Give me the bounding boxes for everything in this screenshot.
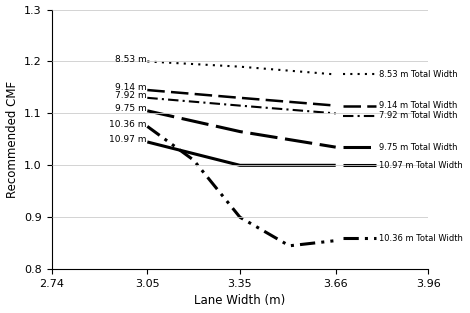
Y-axis label: Recommended CMF: Recommended CMF [6, 81, 18, 198]
10.36 m Total Width [287, 244, 292, 248]
Line: 8.53 m Total Width: 8.53 m Total Width [147, 61, 336, 74]
Text: 9.14 m Total Width: 9.14 m Total Width [379, 101, 457, 110]
Line: 10.97 m Total Width: 10.97 m Total Width [147, 142, 336, 165]
10.36 m Total Width [144, 125, 150, 128]
10.36 m Total Width [237, 215, 243, 219]
8.53 m Total Width [237, 65, 243, 69]
9.75 m Total Width [144, 109, 150, 113]
Text: 9.14 m: 9.14 m [115, 84, 146, 92]
Text: 7.92 m: 7.92 m [115, 91, 146, 100]
Text: 8.53 m: 8.53 m [115, 55, 146, 64]
9.75 m Total Width [333, 145, 338, 149]
10.36 m Total Width [333, 239, 338, 243]
Text: 10.36 m: 10.36 m [109, 120, 146, 129]
Text: 8.53 m Total Width: 8.53 m Total Width [379, 70, 458, 79]
Line: 7.92 m Total Width: 7.92 m Total Width [147, 98, 336, 113]
8.53 m Total Width [333, 73, 338, 76]
9.14 m Total Width [333, 104, 338, 107]
9.75 m Total Width [237, 130, 243, 133]
Line: 10.36 m Total Width: 10.36 m Total Width [147, 126, 336, 246]
Line: 9.14 m Total Width: 9.14 m Total Width [147, 90, 336, 105]
Text: 10.97 m Total Width: 10.97 m Total Width [379, 161, 462, 170]
Line: 9.75 m Total Width: 9.75 m Total Width [147, 111, 336, 147]
Text: 9.75 m Total Width: 9.75 m Total Width [379, 143, 457, 152]
10.97 m Total Width [144, 140, 150, 144]
10.36 m Total Width [191, 158, 196, 162]
8.53 m Total Width [144, 59, 150, 63]
9.14 m Total Width [237, 96, 243, 100]
Text: 10.36 m Total Width: 10.36 m Total Width [379, 233, 463, 243]
7.92 m Total Width [144, 96, 150, 100]
10.97 m Total Width [237, 163, 243, 167]
7.92 m Total Width [333, 111, 338, 115]
Text: 10.97 m: 10.97 m [109, 136, 146, 144]
9.14 m Total Width [144, 88, 150, 92]
Text: 7.92 m Total Width: 7.92 m Total Width [379, 111, 457, 121]
X-axis label: Lane Width (m): Lane Width (m) [194, 295, 286, 307]
7.92 m Total Width [237, 104, 243, 107]
Text: 9.75 m: 9.75 m [115, 104, 146, 113]
10.97 m Total Width [333, 163, 338, 167]
